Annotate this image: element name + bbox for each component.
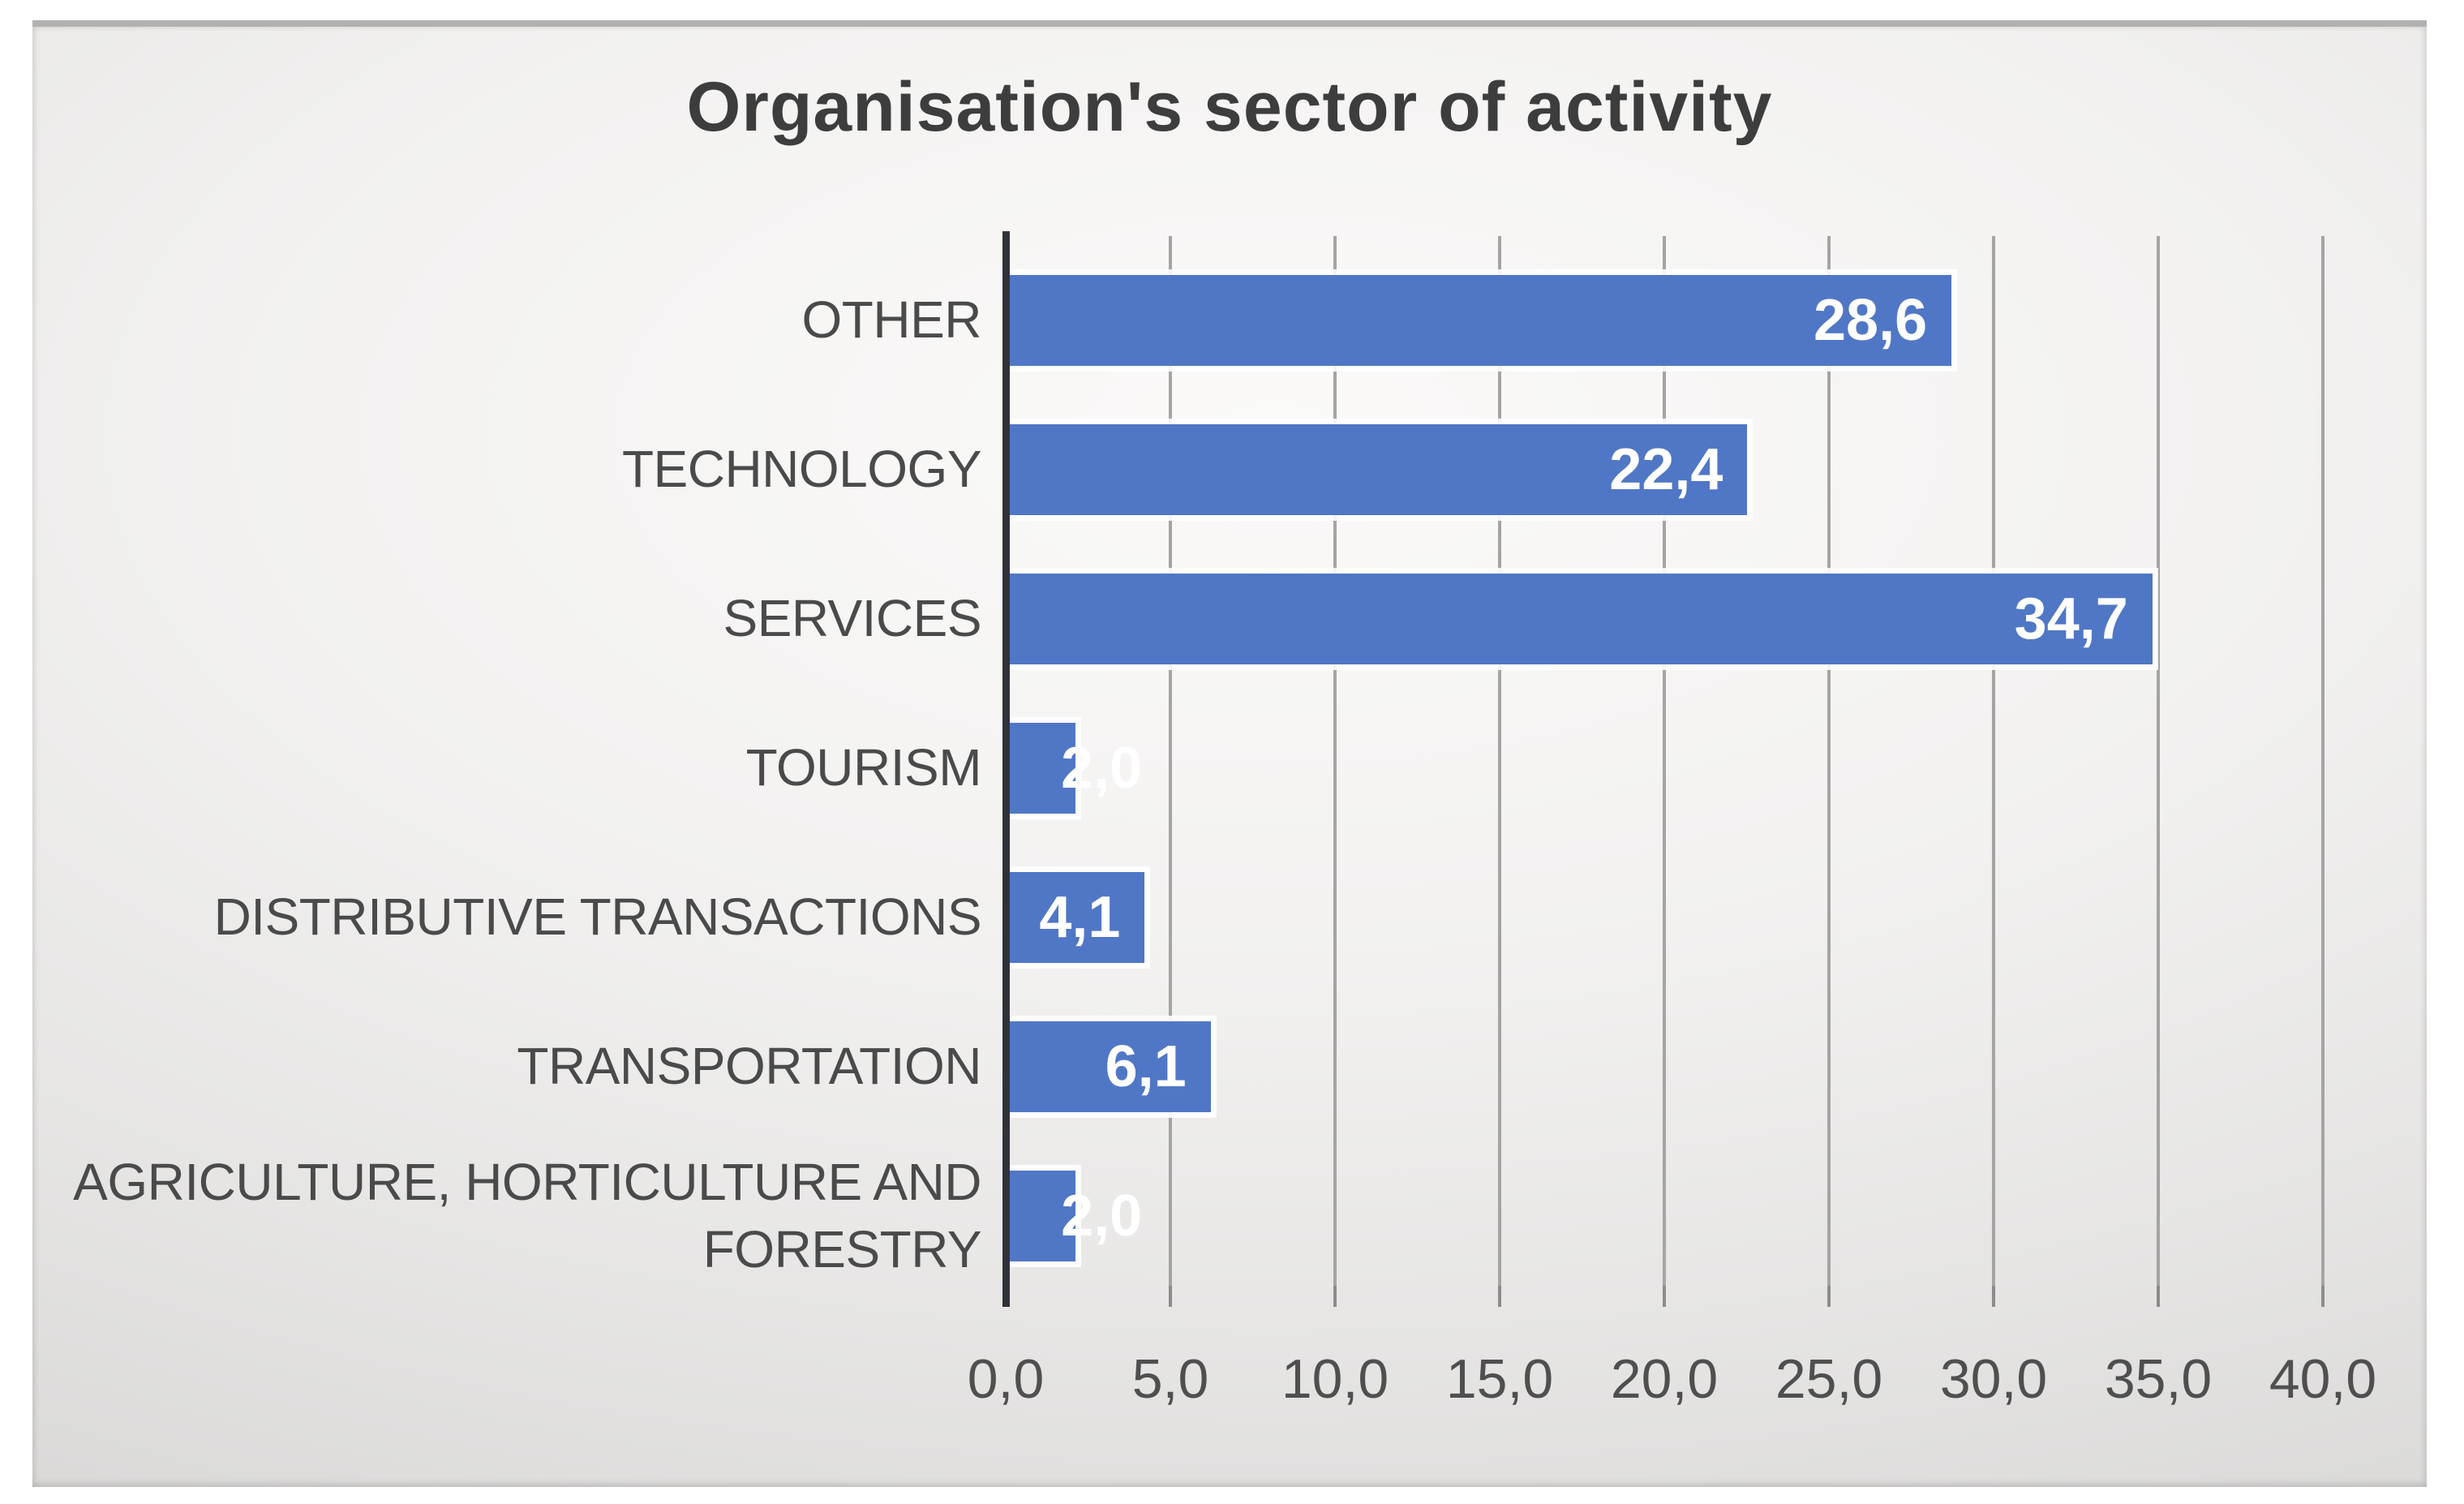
chart-title: Organisation's sector of activity — [686, 68, 1773, 146]
x-axis-tick-label: 15,0 — [1445, 1348, 1554, 1410]
category-label: TOURISM — [745, 738, 982, 797]
gridline — [1169, 236, 1172, 1286]
bar: 28,6 — [1010, 275, 1952, 366]
bar: 22,4 — [1010, 424, 1748, 515]
plot-area: 0,0 5,0 10,0 15,0 20,0 25,0 30,0 35,0 40,0 OTHER 2… — [32, 27, 2427, 1487]
bar-value-label: 4,1 — [1039, 885, 1121, 950]
bar: 34,7 — [1010, 574, 2153, 664]
gridline — [2157, 236, 2160, 1286]
axis-tick — [2321, 1286, 2324, 1307]
bar-value-label: 34,7 — [2014, 587, 2128, 651]
bar-value-label: 2,0 — [1061, 736, 1143, 801]
x-axis-tick-label: 40,0 — [2269, 1348, 2377, 1410]
bar-value-label: 28,6 — [1814, 288, 1928, 353]
chart-slide: Organisation's sector of activity 0,0 5,0… — [32, 20, 2427, 1487]
x-axis-tick-label: 5,0 — [1131, 1348, 1209, 1410]
bar: 2,0 — [1010, 1171, 1142, 1261]
axis-tick — [1333, 1286, 1337, 1307]
x-axis-tick-label: 35,0 — [2104, 1348, 2213, 1410]
gridline — [1992, 236, 1995, 1286]
axis-tick — [1663, 1286, 1666, 1307]
x-axis-tick-label: 25,0 — [1775, 1348, 1883, 1410]
value-axis-line — [1002, 231, 1010, 1307]
x-axis-tick-label: 30,0 — [1939, 1348, 2048, 1410]
bar-value-label: 22,4 — [1609, 437, 1724, 502]
category-label: AGRICULTURE, HORTICULTURE AND FORESTRY — [73, 1152, 981, 1278]
gridline — [1498, 236, 1501, 1286]
axis-tick — [2157, 1286, 2160, 1307]
x-axis-tick-label: 0,0 — [967, 1348, 1045, 1410]
category-label: TRANSPORTATION — [517, 1037, 981, 1096]
x-axis-tick-label: 10,0 — [1281, 1348, 1389, 1410]
bar-value-label: 6,1 — [1105, 1034, 1187, 1099]
bar: 2,0 — [1010, 723, 1142, 814]
bar: 4,1 — [1010, 872, 1145, 963]
axis-tick — [1498, 1286, 1501, 1307]
x-axis-tick-label: 20,0 — [1610, 1348, 1719, 1410]
axis-tick — [1992, 1286, 1995, 1307]
category-label: DISTRIBUTIVE TRANSACTIONS — [213, 887, 982, 947]
gridline — [1827, 236, 1831, 1286]
axis-tick — [1169, 1286, 1172, 1307]
axis-tick — [1827, 1286, 1831, 1307]
bar: 6,1 — [1010, 1021, 1211, 1112]
category-label: TECHNOLOGY — [621, 440, 982, 499]
gridline — [1663, 236, 1666, 1286]
category-label: SERVICES — [723, 589, 982, 648]
gridline — [2321, 236, 2324, 1286]
bar-value-label: 2,0 — [1061, 1184, 1143, 1248]
category-label: OTHER — [801, 290, 982, 350]
gridline — [1333, 236, 1337, 1286]
